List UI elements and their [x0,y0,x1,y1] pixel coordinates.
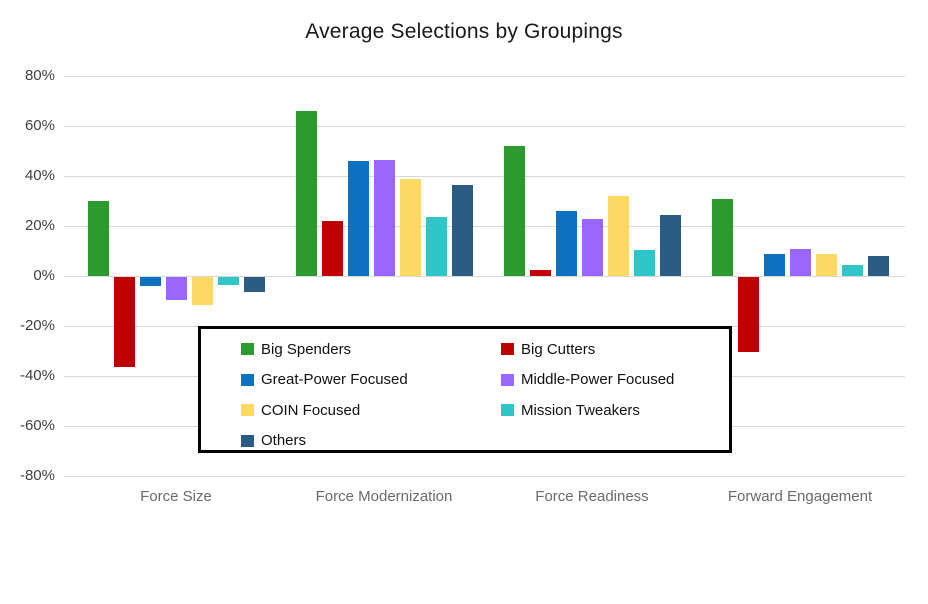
bar[interactable] [373,159,395,276]
legend-item[interactable]: Others [241,432,501,449]
bar[interactable] [711,198,733,276]
gridline [64,226,905,227]
legend-swatch [241,434,254,447]
bar[interactable] [191,277,213,305]
bar[interactable] [503,146,525,276]
x-category-label: Force Modernization [315,488,453,505]
bar[interactable] [243,277,265,292]
bar[interactable] [113,277,135,367]
bar[interactable] [815,253,837,276]
y-tick-label: -40% [19,367,55,384]
legend-label: Big Cutters [521,340,596,358]
legend-label: COIN Focused [261,401,361,419]
y-tick-label: 60% [24,117,55,134]
x-category-label: Force Size [140,488,212,505]
gridline [64,126,905,127]
bar[interactable] [529,269,551,276]
bar[interactable] [347,161,369,276]
bar[interactable] [607,196,629,276]
legend-swatch [241,404,254,417]
bar[interactable] [555,211,577,276]
legend-label: Mission Tweakers [521,401,640,419]
legend-swatch [241,343,254,356]
legend-label: Others [261,432,307,450]
gridline [64,476,905,477]
y-tick-label: 20% [24,217,55,234]
legend-swatch [501,404,514,417]
x-category-label: Force Readiness [535,488,649,505]
legend-item[interactable]: Middle-Power Focused [501,371,729,388]
legend-label: Middle-Power Focused [521,371,675,389]
legend-swatch [501,343,514,356]
bar[interactable] [633,249,655,276]
y-tick-label: -60% [19,417,55,434]
y-tick-label: 40% [24,167,55,184]
legend-item[interactable]: Great-Power Focused [241,371,501,388]
chart-title: Average Selections by Groupings [305,20,623,43]
y-tick-label: -20% [19,317,55,334]
x-category-label: Forward Engagement [727,488,873,505]
bar[interactable] [841,264,863,276]
legend-swatch [501,373,514,386]
bar[interactable] [139,277,161,286]
bar[interactable] [737,277,759,352]
bar[interactable] [165,277,187,300]
bar[interactable] [295,111,317,276]
bar[interactable] [659,214,681,276]
legend-item[interactable]: COIN Focused [241,402,501,419]
legend-swatch [241,373,254,386]
y-tick-label: 0% [33,267,55,284]
legend-item[interactable]: Mission Tweakers [501,402,729,419]
legend-label: Great-Power Focused [261,371,408,389]
bar[interactable] [399,178,421,276]
bar[interactable] [789,248,811,276]
bar[interactable] [763,253,785,276]
legend-item[interactable]: Big Spenders [241,341,501,358]
y-tick-label: -80% [19,467,55,484]
legend-item[interactable]: Big Cutters [501,341,729,358]
bar[interactable] [425,217,447,276]
bar[interactable] [867,256,889,276]
legend: Big Spenders Big Cutters Great-Power Focus… [198,326,732,453]
gridline [64,176,905,177]
gridline [64,76,905,77]
gridline [64,276,905,277]
bar[interactable] [217,277,239,285]
bar[interactable] [87,201,109,276]
bar[interactable] [451,184,473,276]
bar[interactable] [581,218,603,276]
bar[interactable] [321,221,343,276]
y-tick-label: 80% [24,67,55,84]
legend-label: Big Spenders [261,340,352,358]
